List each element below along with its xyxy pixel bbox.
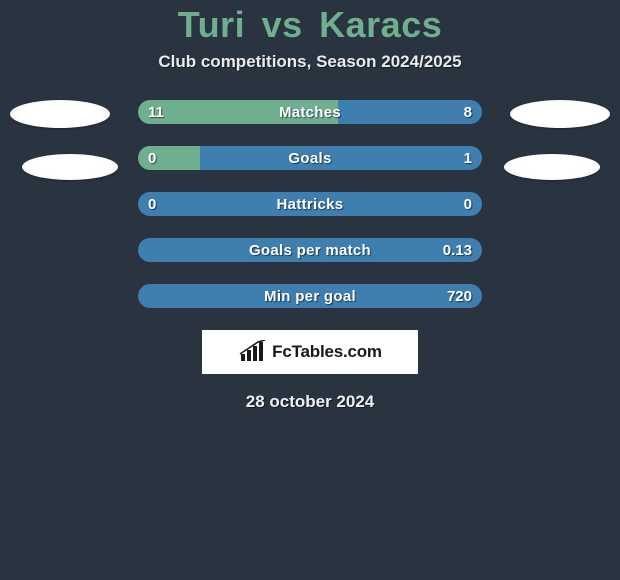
stats-rows: 118Matches 01Goals 00Hattricks 0.13Goals pe… bbox=[138, 100, 482, 308]
brand-label: FcTables.com bbox=[272, 342, 382, 362]
comparison-content: 118Matches 01Goals 00Hattricks 0.13Goals pe… bbox=[0, 100, 620, 412]
stat-row: 00Hattricks bbox=[138, 192, 482, 216]
player1-photo bbox=[10, 100, 110, 128]
vs-label: vs bbox=[262, 4, 303, 45]
player2-name: Karacs bbox=[319, 4, 442, 45]
stat-label: Goals bbox=[138, 146, 482, 170]
stat-label: Min per goal bbox=[138, 284, 482, 308]
stat-label: Goals per match bbox=[138, 238, 482, 262]
brand-chart-icon bbox=[238, 340, 268, 364]
stat-row: 01Goals bbox=[138, 146, 482, 170]
date-label: 28 october 2024 bbox=[0, 392, 620, 412]
subtitle: Club competitions, Season 2024/2025 bbox=[0, 52, 620, 72]
stat-row: 0.13Goals per match bbox=[138, 238, 482, 262]
player1-club-logo bbox=[22, 154, 118, 180]
brand-box: FcTables.com bbox=[202, 330, 418, 374]
stat-label: Hattricks bbox=[138, 192, 482, 216]
page-title: Turi vs Karacs bbox=[0, 4, 620, 46]
stat-row: 118Matches bbox=[138, 100, 482, 124]
player2-club-logo bbox=[504, 154, 600, 180]
stat-row: 720Min per goal bbox=[138, 284, 482, 308]
player2-photo bbox=[510, 100, 610, 128]
player1-name: Turi bbox=[178, 4, 245, 45]
stat-label: Matches bbox=[138, 100, 482, 124]
